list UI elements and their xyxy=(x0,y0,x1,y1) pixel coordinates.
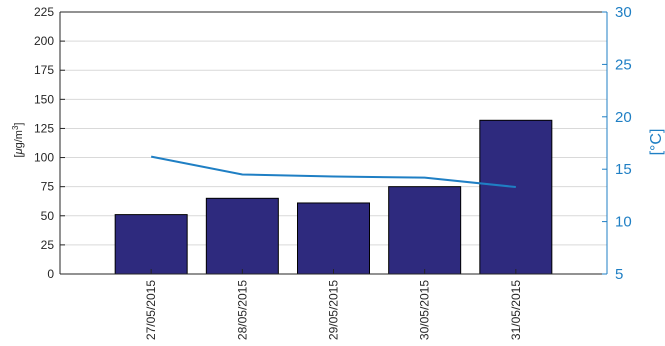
left-axis-label-close: ] xyxy=(13,123,25,126)
x-tick-label: 29/05/2015 xyxy=(327,280,341,340)
right-tick-label: 30 xyxy=(615,4,632,21)
left-axis-label: [μg/m3] xyxy=(11,123,25,158)
left-axis-label-sup: 3 xyxy=(11,125,20,130)
right-tick-label: 20 xyxy=(615,109,632,126)
bar xyxy=(205,197,279,275)
bar xyxy=(388,186,462,275)
x-tick-label: 30/05/2015 xyxy=(418,280,432,340)
right-tick-label: 10 xyxy=(615,214,632,231)
right-axis-ticks: 5 10 15 20 25 30 xyxy=(602,4,632,283)
left-axis-label-mu: μ xyxy=(13,148,25,155)
left-tick-label: 100 xyxy=(34,151,54,165)
bar xyxy=(479,119,553,275)
x-axis-ticks: 27/05/2015 28/05/2015 29/05/2015 30/05/2015… xyxy=(144,269,523,340)
x-tick-label: 27/05/2015 xyxy=(144,280,158,340)
left-tick-label: 0 xyxy=(47,267,54,281)
bar xyxy=(297,202,370,275)
line-series xyxy=(150,155,516,189)
right-axis-label: [°C] xyxy=(648,129,665,156)
left-tick-label: 225 xyxy=(34,5,54,19)
temperature-line xyxy=(150,155,516,189)
left-tick-label: 25 xyxy=(41,238,55,252)
left-axis-ticks: 0 25 50 75 100 125 150 175 200 225 xyxy=(34,5,65,281)
left-tick-label: 200 xyxy=(34,34,54,48)
left-tick-label: 75 xyxy=(41,180,55,194)
left-tick-label: 150 xyxy=(34,92,54,106)
left-tick-label: 50 xyxy=(41,209,55,223)
bar xyxy=(114,214,188,275)
left-tick-label: 125 xyxy=(34,121,54,135)
right-tick-label: 25 xyxy=(615,56,632,73)
left-tick-label: 175 xyxy=(34,63,54,77)
bar-series xyxy=(114,119,553,275)
x-tick-label: 31/05/2015 xyxy=(509,280,523,340)
right-tick-label: 5 xyxy=(615,266,623,283)
x-tick-label: 28/05/2015 xyxy=(235,280,249,340)
right-tick-label: 15 xyxy=(615,161,632,178)
